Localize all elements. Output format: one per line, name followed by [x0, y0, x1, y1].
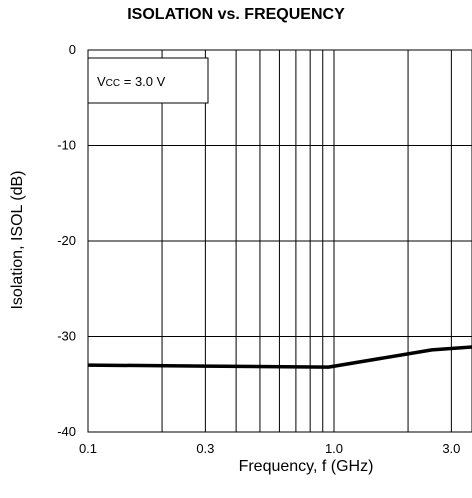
series-group — [87, 345, 472, 369]
isolation-series-line — [87, 345, 472, 369]
annotation-suffix: = 3.0 V — [120, 74, 165, 89]
y-tick-label: 0 — [69, 42, 76, 57]
y-tick-label: -40 — [57, 424, 76, 439]
tick-labels: 0 -10 -20 -30 -400.1 0.3 1.0 3.0 — [57, 42, 460, 456]
y-tick-label: -10 — [57, 138, 76, 153]
legend-annotation: VCC = 3.0 V — [87, 57, 209, 104]
annotation-box — [87, 57, 209, 104]
grid-lines — [88, 50, 472, 432]
annotation-prefix: V — [97, 74, 106, 89]
x-tick-label: 1.0 — [325, 441, 343, 456]
plot-border — [87, 49, 472, 433]
x-tick-label: 0.3 — [196, 441, 214, 456]
y-tick-label: -20 — [57, 233, 76, 248]
annotation-subscript: CC — [106, 78, 120, 89]
annotation-text: VCC = 3.0 V — [97, 74, 166, 89]
chart-title: ISOLATION vs. FREQUENCY — [127, 6, 345, 23]
x-tick-label: 3.0 — [442, 441, 460, 456]
x-tick-label: 0.1 — [79, 441, 97, 456]
x-axis-label: Frequency, f (GHz) — [238, 458, 374, 475]
y-tick-label: -30 — [57, 329, 76, 344]
